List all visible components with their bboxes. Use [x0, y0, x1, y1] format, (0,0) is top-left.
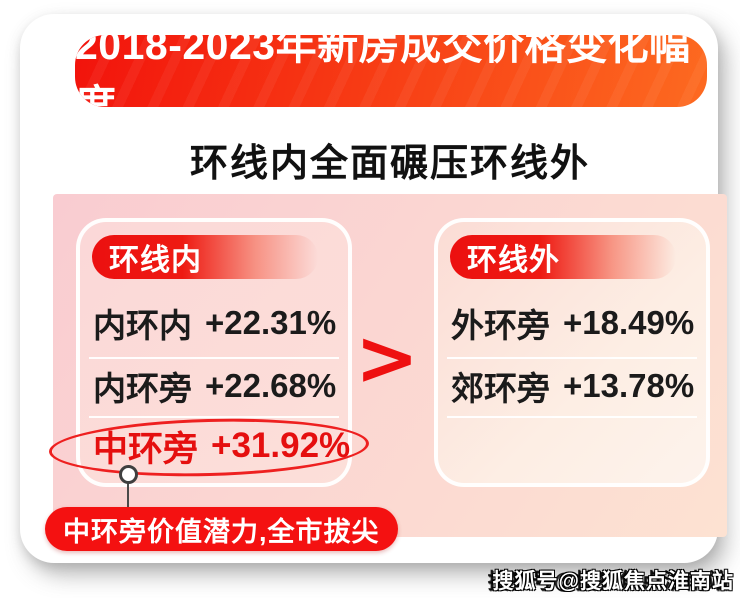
title-banner: 2018-2023年新房成交价格变化幅度: [75, 35, 707, 107]
row-label: 内环内: [93, 307, 192, 344]
outer-ring-title-pill: 环线外: [450, 235, 676, 279]
inner-ring-title: 环线内: [109, 244, 202, 277]
outer-ring-card: 环线外 外环旁 +18.49% 郊环旁 +13.78%: [434, 218, 710, 487]
callout-badge: 中环旁价值潜力,全市拔尖: [45, 507, 398, 551]
table-row: 内环内 +22.31%: [93, 302, 342, 344]
comparison-panel: 环线内 内环内 +22.31% 内环旁 +22.68% 中环旁 +31.92%: [53, 194, 727, 537]
page-title: 2018-2023年新房成交价格变化幅度: [75, 35, 691, 107]
row-value: +18.49%: [563, 304, 695, 341]
table-row: 郊环旁 +13.78%: [451, 365, 700, 407]
subtitle: 环线内全面碾压环线外: [189, 143, 590, 185]
row-value: +22.31%: [205, 304, 337, 341]
row-label: 外环旁: [451, 307, 550, 344]
content-card: 2018-2023年新房成交价格变化幅度 环线内全面碾压环线外 环线内 内环内 …: [20, 14, 727, 563]
callout-text: 中环旁价值潜力,全市拔尖: [63, 516, 380, 547]
callout-connector-dot: [119, 465, 138, 484]
row-divider: [447, 416, 697, 418]
inner-ring-title-pill: 环线内: [92, 235, 318, 279]
row-label: 中环旁: [93, 429, 199, 469]
row-value: +31.92%: [211, 426, 351, 465]
table-row: 内环旁 +22.68%: [93, 365, 342, 407]
callout-connector-line: [127, 478, 129, 510]
row-label: 郊环旁: [451, 370, 550, 407]
table-row-highlighted: 中环旁 +31.92%: [93, 425, 350, 469]
watermark: 搜狐号@搜狐焦点淮南站: [492, 570, 734, 593]
outer-ring-title: 环线外: [467, 244, 560, 277]
row-value: +13.78%: [563, 367, 695, 404]
inner-ring-card: 环线内 内环内 +22.31% 内环旁 +22.68% 中环旁 +31.92%: [76, 218, 352, 487]
row-divider: [89, 357, 339, 359]
table-row: 外环旁 +18.49%: [451, 302, 700, 344]
row-value: +22.68%: [205, 367, 337, 404]
row-divider: [447, 357, 697, 359]
row-divider: [89, 416, 339, 418]
greater-than-symbol: >: [355, 312, 419, 402]
row-label: 内环旁: [93, 370, 192, 407]
